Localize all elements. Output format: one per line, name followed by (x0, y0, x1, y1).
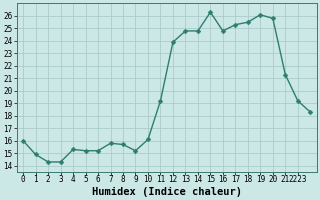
X-axis label: Humidex (Indice chaleur): Humidex (Indice chaleur) (92, 186, 242, 197)
